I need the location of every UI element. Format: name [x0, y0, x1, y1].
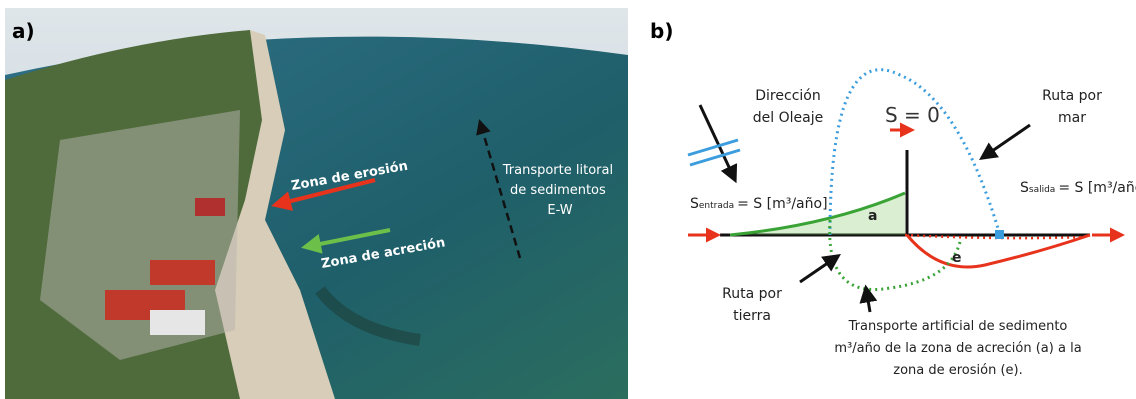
symbol: S	[690, 196, 699, 212]
inflow-label: Sentrada= S [m³/año]	[690, 196, 828, 212]
equation: = S [m³/año]	[1058, 180, 1136, 196]
symbol: S	[1020, 180, 1029, 196]
point-e: e	[952, 250, 962, 266]
text-line: tierra	[733, 308, 771, 324]
text-line: Transporte litoral	[502, 163, 613, 178]
wave-direction: Dirección del Oleaje	[753, 88, 823, 126]
point-a: a	[868, 208, 877, 224]
text-line: E-W	[547, 203, 572, 218]
text-line: mar	[1058, 110, 1086, 126]
caption: Transporte artificial de sedimento m³/año…	[834, 319, 1081, 378]
aerial-photo	[5, 8, 628, 399]
s-zero: S = 0	[885, 103, 940, 127]
outflow-label: Ssalida= S [m³/año]	[1020, 180, 1136, 196]
text-line: m³/año de la zona de acreción (a) a la	[834, 341, 1081, 356]
text-line: zona de erosión (e).	[893, 363, 1023, 378]
text-line: Dirección	[755, 88, 820, 104]
text-line: del Oleaje	[753, 110, 823, 126]
panel-label: b)	[650, 19, 673, 43]
text-line: Ruta por	[722, 286, 782, 302]
subscript: salida	[1029, 185, 1055, 195]
text-line: Ruta por	[1042, 88, 1102, 104]
equation: = S [m³/año]	[737, 196, 827, 212]
subscript: entrada	[699, 201, 734, 211]
land-route: Ruta por tierra	[722, 286, 782, 324]
panel-label: a)	[12, 19, 35, 43]
text-line: Transporte artificial de sedimento	[848, 319, 1068, 334]
figure: a) Zona de erosión Zona de acreción Tran…	[0, 0, 1136, 399]
sea-route: Ruta por mar	[1042, 88, 1102, 126]
text-line: de sedimentos	[510, 183, 606, 198]
